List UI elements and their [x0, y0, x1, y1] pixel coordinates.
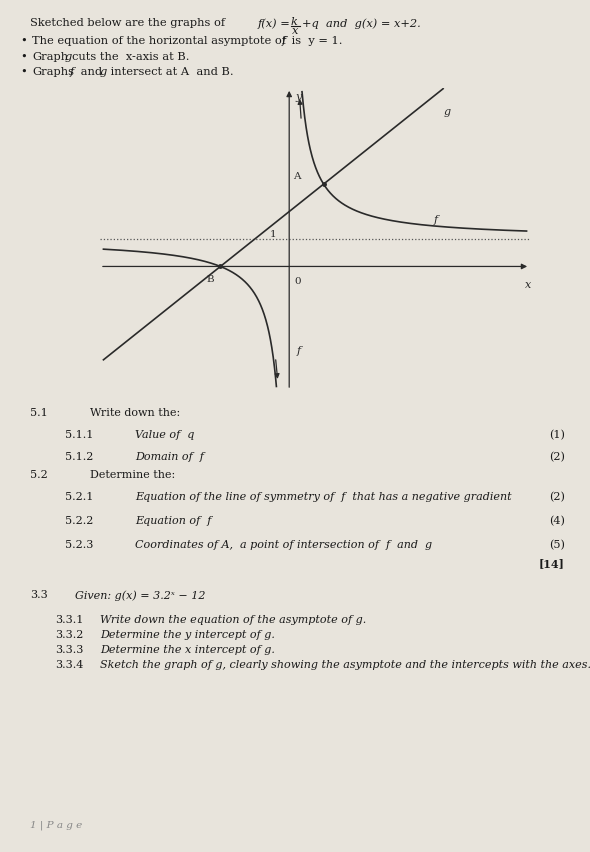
Text: •: • — [20, 36, 27, 46]
Text: 5.2.1: 5.2.1 — [65, 492, 93, 502]
Text: Equation of  f: Equation of f — [135, 516, 211, 526]
Text: The equation of the horizontal asymptote of: The equation of the horizontal asymptote… — [32, 36, 286, 46]
Text: 1: 1 — [270, 230, 277, 239]
Text: [14]: [14] — [539, 558, 565, 569]
Text: Graph: Graph — [32, 52, 68, 62]
Text: (4): (4) — [549, 516, 565, 527]
Text: Determine the x intercept of g.: Determine the x intercept of g. — [100, 645, 275, 655]
Text: 5.2: 5.2 — [30, 470, 48, 480]
Text: 5.2.3: 5.2.3 — [65, 540, 93, 550]
Text: x: x — [525, 280, 531, 291]
Text: g: g — [65, 52, 72, 62]
Text: 3.3: 3.3 — [30, 590, 48, 600]
Text: Value of  q: Value of q — [135, 430, 194, 440]
Text: Given: g(x) = 3.2ˣ − 12: Given: g(x) = 3.2ˣ − 12 — [75, 590, 205, 601]
Text: B: B — [206, 274, 214, 284]
Text: k: k — [291, 17, 298, 27]
Text: 3.3.2: 3.3.2 — [55, 630, 83, 640]
Text: and: and — [77, 67, 102, 77]
Text: x: x — [292, 26, 299, 36]
Text: +q  and  g(x) = x+2.: +q and g(x) = x+2. — [302, 18, 421, 29]
Text: Domain of  f: Domain of f — [135, 452, 204, 462]
Text: 3.3.3: 3.3.3 — [55, 645, 83, 655]
Text: f: f — [70, 67, 74, 77]
Text: Coordinates of A,  a point of intersection of  f  and  g: Coordinates of A, a point of intersectio… — [135, 540, 432, 550]
Text: (2): (2) — [549, 492, 565, 503]
Text: f: f — [434, 215, 438, 225]
Text: 5.1.2: 5.1.2 — [65, 452, 93, 462]
Text: is  y = 1.: is y = 1. — [288, 36, 343, 46]
Text: 5.2.2: 5.2.2 — [65, 516, 93, 526]
Text: A: A — [293, 171, 301, 181]
Text: (2): (2) — [549, 452, 565, 463]
Text: f(x) =: f(x) = — [258, 18, 291, 29]
Text: g: g — [444, 107, 451, 118]
Text: •: • — [20, 67, 27, 77]
Text: y: y — [296, 92, 301, 102]
Text: (5): (5) — [549, 540, 565, 550]
Text: 0: 0 — [294, 278, 301, 286]
Text: (1): (1) — [549, 430, 565, 440]
Text: f: f — [297, 346, 301, 356]
Text: f: f — [282, 36, 286, 46]
Text: Write down the:: Write down the: — [90, 408, 181, 418]
Text: 1 | P a g e: 1 | P a g e — [30, 820, 82, 830]
Text: Sketched below are the graphs of: Sketched below are the graphs of — [30, 18, 225, 28]
Text: Determine the y intercept of g.: Determine the y intercept of g. — [100, 630, 275, 640]
Text: 3.3.4: 3.3.4 — [55, 660, 83, 670]
Text: 3.3.1: 3.3.1 — [55, 615, 83, 625]
Text: Graphs: Graphs — [32, 67, 74, 77]
Text: •: • — [20, 52, 27, 62]
Text: 5.1: 5.1 — [30, 408, 48, 418]
Text: Write down the equation of the asymptote of g.: Write down the equation of the asymptote… — [100, 615, 366, 625]
Text: cuts the  x-axis at B.: cuts the x-axis at B. — [72, 52, 189, 62]
Text: intersect at A  and B.: intersect at A and B. — [107, 67, 234, 77]
Text: Determine the:: Determine the: — [90, 470, 175, 480]
Text: Equation of the line of symmetry of  f  that has a negative gradient: Equation of the line of symmetry of f th… — [135, 492, 512, 502]
Text: 5.1.1: 5.1.1 — [65, 430, 93, 440]
Text: Sketch the graph of g, clearly showing the asymptote and the intercepts with the: Sketch the graph of g, clearly showing t… — [100, 660, 590, 670]
Text: g: g — [100, 67, 107, 77]
